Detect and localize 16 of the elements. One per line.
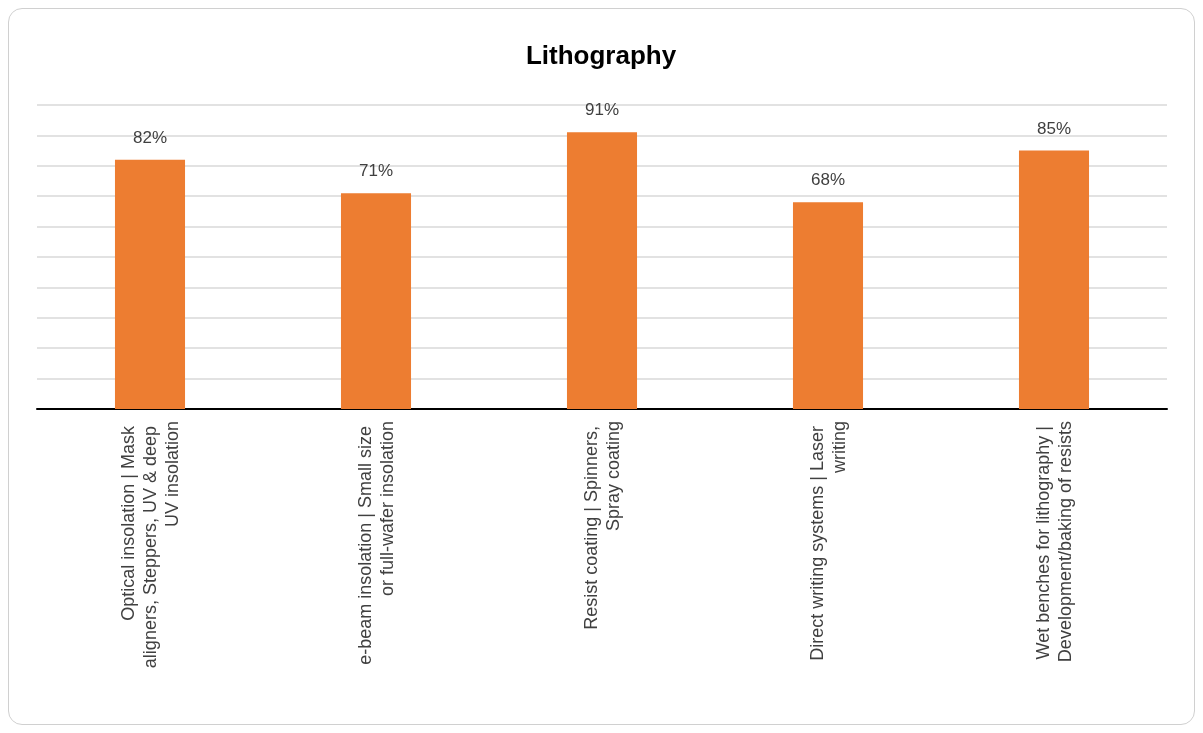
data-label: 82% [132,127,168,147]
data-label: 85% [1036,118,1072,138]
x-tick-label: Wet benches for lithography | Development/baking of resists [1033,421,1075,663]
x-tick-label: e-beam insolation | Small size or full-wafer insolation [355,421,397,665]
data-label: 68% [810,170,846,190]
bar [114,159,186,409]
data-label: 71% [358,161,394,181]
chart-title: Lithography [525,40,677,70]
bar [566,132,638,409]
x-tick-label: Optical insolation | Mask aligners, Steppers, UV & deep UV insolation [118,421,182,669]
data-label: 91% [584,100,620,120]
x-tick-label: Direct writing systems | Laser writing [807,421,849,661]
bar [340,193,412,409]
x-tick-label: Resist coating | Spinners, Spray coating [581,421,623,630]
bar [792,202,864,409]
bar [1018,150,1090,409]
